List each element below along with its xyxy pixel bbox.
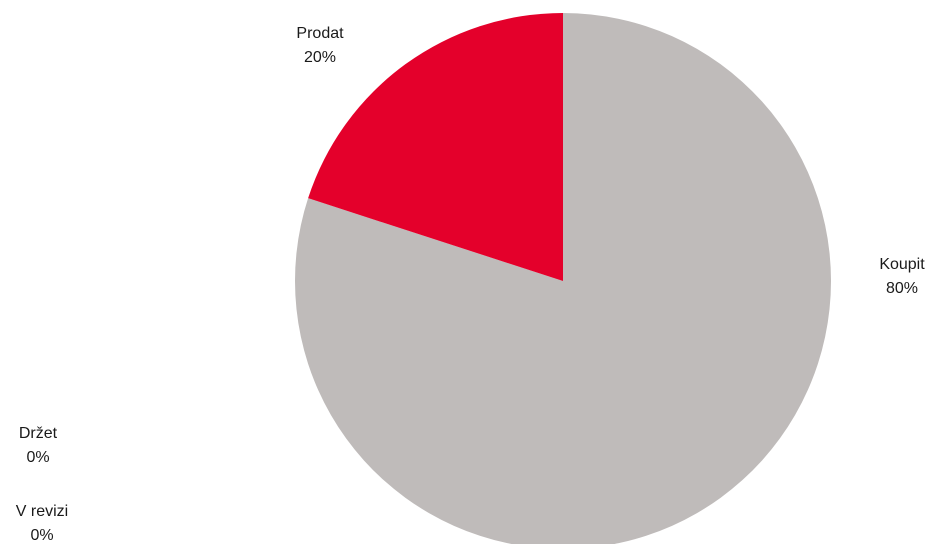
pie-labels: Koupit 80% Prodat 20% Držet 0% V revizi 0% (16, 25, 925, 544)
pie-slices (295, 13, 831, 544)
pie-slice-koupit (295, 13, 831, 544)
slice-value-label: 0% (26, 449, 49, 466)
slice-value-label: 0% (30, 527, 53, 544)
slice-value-label: 20% (304, 49, 336, 66)
slice-label: Koupit (879, 256, 925, 273)
slice-label: Prodat (296, 25, 344, 42)
slice-label: V revizi (16, 503, 68, 520)
slice-label: Držet (19, 425, 58, 442)
pie-slice-prodat (308, 13, 563, 281)
slice-value-label: 80% (886, 280, 918, 297)
